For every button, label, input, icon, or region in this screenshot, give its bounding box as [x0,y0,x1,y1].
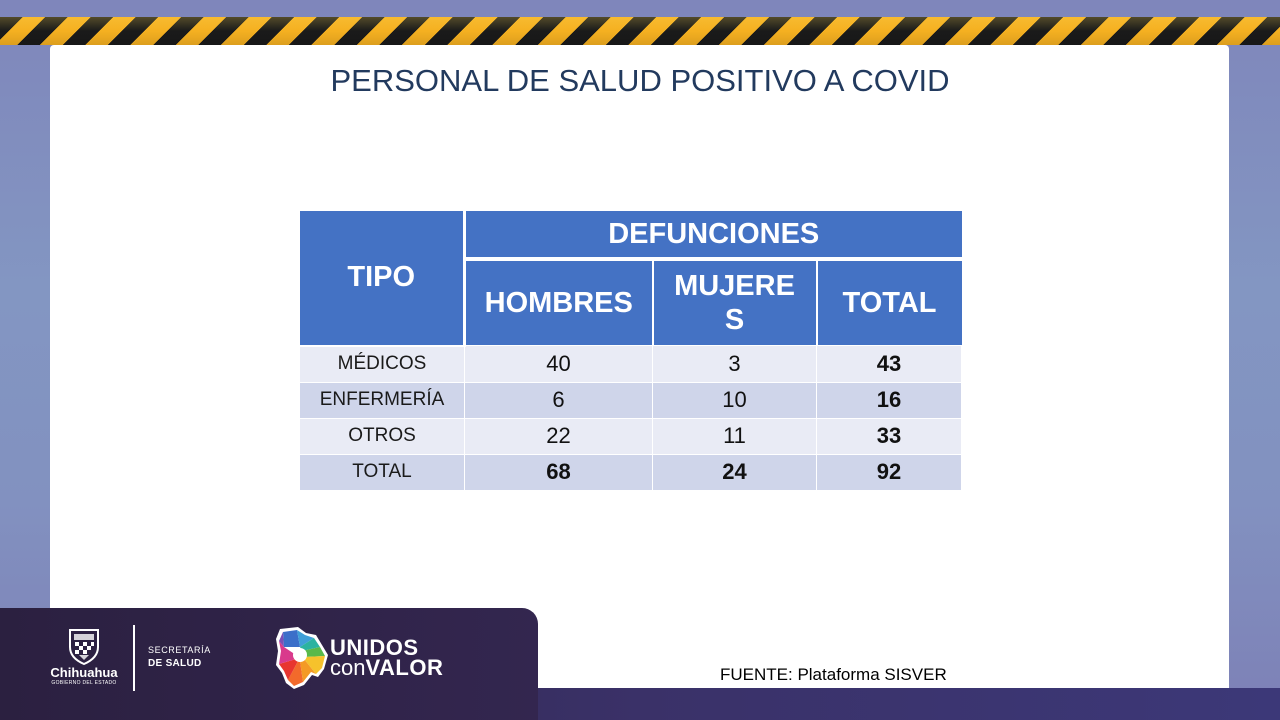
cell-total: 92 [816,453,962,490]
campaign-con: con [330,655,366,680]
campaign-valor: VALOR [365,655,444,680]
cell-tipo: TOTAL [299,453,465,490]
header-defunciones: DEFUNCIONES [463,211,962,261]
cell-tipo: MÉDICOS [299,345,465,382]
cell-hombres: 22 [464,417,653,454]
cell-total: 43 [816,345,962,382]
header-total: TOTAL [815,258,962,346]
cell-mujeres: 11 [652,417,817,454]
campaign-line1: UNIDOS [330,635,419,660]
chihuahua-government-logo: Chihuahua GOBIERNO DEL ESTADO [48,627,120,686]
source-note: FUENTE: Plataforma SISVER [720,665,947,684]
cell-hombres: 68 [464,453,653,490]
cell-mujeres: 24 [652,453,817,490]
secretaria-line2: DE SALUD [148,658,202,669]
footer-logo-panel [0,608,538,720]
deaths-table: TIPO DEFUNCIONES HOMBRES MUJERE S TOTAL M… [299,211,962,490]
table-row-otros: OTROS 22 11 33 [299,417,962,454]
cell-hombres: 6 [464,381,653,418]
secretaria-de-salud-label: SECRETARÍA DE SALUD [148,643,211,671]
secretaria-line1: SECRETARÍA [148,645,211,655]
cell-tipo: ENFERMERÍA [299,381,465,418]
header-hombres: HOMBRES [463,258,654,346]
header-tipo: TIPO [299,211,466,347]
table-row-total: TOTAL 68 24 92 [299,453,962,490]
table-row-enfermeria: ENFERMERÍA 6 10 16 [299,381,962,418]
chihuahua-map-icon [272,625,332,691]
gov-subtitle: GOBIERNO DEL ESTADO [51,680,117,686]
campaign-line2: conVALOR [330,655,444,680]
hazard-stripe-banner [0,17,1280,45]
cell-hombres: 40 [464,345,653,382]
cell-total: 33 [816,417,962,454]
cell-mujeres: 3 [652,345,817,382]
logo-divider [133,625,135,691]
cell-total: 16 [816,381,962,418]
coat-of-arms-icon [67,627,101,666]
cell-mujeres: 10 [652,381,817,418]
header-mujeres-label: MUJERE S [674,270,795,336]
table-row-medicos: MÉDICOS 40 3 43 [299,345,962,382]
header-mujeres: MUJERE S [651,258,818,346]
cell-tipo: OTROS [299,417,465,454]
gov-name: Chihuahua [50,665,118,680]
slide-title: PERSONAL DE SALUD POSITIVO A COVID [330,63,950,98]
unidos-con-valor-logo: UNIDOS conVALOR [330,635,444,680]
